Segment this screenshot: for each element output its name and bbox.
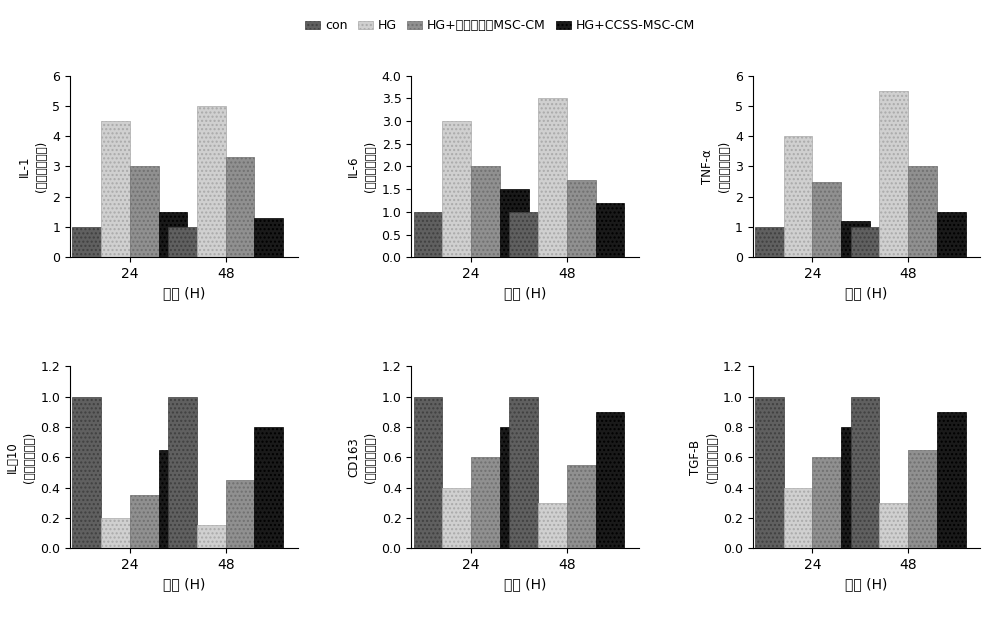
Bar [879,503,908,548]
Bar [538,98,567,257]
Bar [254,218,283,257]
Y-axis label: IL-6
(相对倍数改变): IL-6 (相对倍数改变) [347,141,377,192]
Bar [159,212,187,257]
Bar [937,212,966,257]
Bar [442,121,471,257]
X-axis label: 时间 (H): 时间 (H) [504,287,546,301]
Bar [442,488,471,548]
Bar [908,450,937,548]
Bar [509,397,538,548]
Bar [879,91,908,257]
Bar [72,227,101,257]
Bar [812,181,841,257]
Bar [197,525,226,548]
X-axis label: 时间 (H): 时间 (H) [163,577,205,592]
Y-axis label: CD163
(相对倍数改变): CD163 (相对倍数改变) [347,432,377,483]
Bar [784,488,812,548]
Bar [908,166,937,257]
Y-axis label: TNF-α
(相对倍数改变): TNF-α (相对倍数改变) [701,141,731,192]
Bar [841,427,870,548]
Bar [755,227,784,257]
Bar [130,495,159,548]
Bar [471,457,500,548]
Bar [596,203,624,257]
Bar [101,518,130,548]
Bar [851,227,879,257]
Y-axis label: IL～10
(相对倍数改变): IL～10 (相对倍数改变) [6,432,36,483]
Bar [414,397,442,548]
Bar [500,427,529,548]
Bar [500,189,529,257]
Bar [841,221,870,257]
Bar [567,180,596,257]
Bar [851,397,879,548]
X-axis label: 时间 (H): 时间 (H) [504,577,546,592]
Bar [784,136,812,257]
Bar [509,212,538,257]
Bar [197,106,226,257]
Bar [254,427,283,548]
X-axis label: 时间 (H): 时间 (H) [163,287,205,301]
Bar [159,450,187,548]
Y-axis label: IL-1
(相对倍数改变): IL-1 (相对倍数改变) [18,141,48,192]
Bar [538,503,567,548]
Bar [101,121,130,257]
Bar [471,166,500,257]
Bar [226,480,254,548]
Bar [168,397,197,548]
Bar [596,412,624,548]
X-axis label: 时间 (H): 时间 (H) [845,577,887,592]
Bar [72,397,101,548]
Bar [567,465,596,548]
Bar [226,158,254,257]
Bar [937,412,966,548]
X-axis label: 时间 (H): 时间 (H) [845,287,887,301]
Bar [414,212,442,257]
Bar [130,166,159,257]
Y-axis label: TGF-B
(相对倍数改变): TGF-B (相对倍数改变) [689,432,719,483]
Legend: con, HG, HG+未处理过的MSC-CM, HG+CCSS-MSC-CM: con, HG, HG+未处理过的MSC-CM, HG+CCSS-MSC-CM [301,16,699,36]
Bar [755,397,784,548]
Bar [168,227,197,257]
Bar [812,457,841,548]
